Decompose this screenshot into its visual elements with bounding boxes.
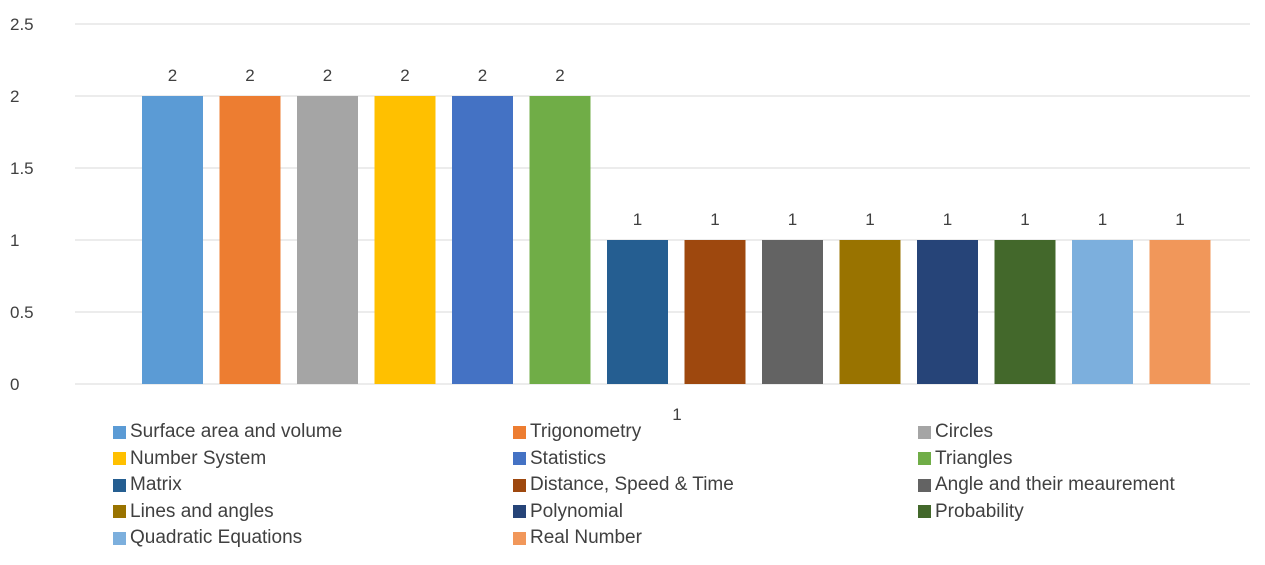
legend-item: Surface area and volume — [113, 420, 342, 444]
y-tick-label: 1.5 — [10, 159, 34, 178]
legend-item: Statistics — [513, 447, 606, 471]
legend-swatch — [513, 478, 526, 492]
legend-swatch — [513, 425, 526, 439]
bar — [994, 240, 1056, 384]
legend-swatch — [918, 452, 931, 465]
y-axis-ticks: 0 0.5 1 1.5 2 2.5 — [10, 15, 34, 394]
legend-swatch — [113, 505, 126, 518]
data-label: 2 — [478, 66, 487, 85]
data-label: 1 — [633, 210, 642, 229]
legend-label: Triangles — [935, 447, 1013, 469]
legend-label: Angle and their meaurement — [935, 474, 1175, 495]
legend-item: Polynomial — [513, 500, 623, 524]
legend-item: Number System — [113, 447, 266, 471]
legend-label: Number System — [130, 447, 267, 469]
legend-label: Probability — [935, 500, 1024, 522]
legend-label: Distance, Speed & Time — [530, 474, 734, 495]
y-tick-label: 0 — [10, 375, 19, 394]
data-label: 2 — [555, 66, 564, 85]
legend-swatch — [513, 505, 526, 518]
legend-item: Lines and angles — [113, 500, 274, 524]
legend-label: Polynomial — [530, 500, 623, 522]
legend-label: Matrix — [130, 474, 182, 495]
data-label: 1 — [1020, 210, 1029, 229]
bar — [684, 240, 746, 384]
data-label: 2 — [168, 66, 177, 85]
bar — [142, 96, 203, 384]
bar — [219, 96, 281, 384]
legend-label: Statistics — [530, 447, 607, 469]
data-label: 1 — [1175, 210, 1184, 229]
data-label: 2 — [245, 66, 254, 85]
y-tick-label: 2.5 — [10, 15, 34, 34]
legend-swatch — [513, 452, 526, 465]
bar — [839, 240, 901, 384]
bar — [1072, 240, 1133, 384]
legend-item: Circles — [918, 420, 993, 444]
bar — [374, 96, 436, 384]
bar — [762, 240, 823, 384]
bar — [917, 240, 978, 384]
bar — [452, 96, 513, 384]
bar — [607, 240, 668, 384]
data-label: 1 — [710, 210, 719, 229]
legend-item: Angle and their meaurement — [918, 473, 1175, 497]
bar — [1149, 240, 1211, 384]
legend-swatch — [513, 531, 526, 545]
legend-swatch — [918, 505, 931, 518]
data-labels: 2 2 2 2 2 2 1 1 1 1 1 1 1 1 — [168, 66, 1185, 229]
legend-label: Real Number — [530, 527, 642, 548]
legend-item: Quadratic Equations — [113, 526, 302, 550]
legend-swatch — [918, 478, 931, 492]
legend-swatch — [113, 478, 126, 492]
legend-swatch — [918, 425, 931, 439]
data-label: 2 — [400, 66, 409, 85]
legend-swatch — [113, 531, 126, 545]
legend-item: Distance, Speed & Time — [513, 473, 734, 497]
data-label: 1 — [788, 210, 797, 229]
legend-label: Lines and angles — [130, 500, 274, 522]
legend-item: Triangles — [918, 447, 1012, 471]
data-label: 1 — [865, 210, 874, 229]
legend-label: Trigonometry — [530, 421, 642, 442]
legend-item: Probability — [918, 500, 1024, 524]
legend-label: Circles — [935, 421, 994, 442]
data-label: 2 — [323, 66, 332, 85]
data-label: 1 — [943, 210, 952, 229]
bar — [297, 96, 358, 384]
bar — [529, 96, 591, 384]
legend-item: Trigonometry — [513, 420, 641, 444]
legend-item: Matrix — [113, 473, 182, 497]
legend-item: Real Number — [513, 526, 642, 550]
legend-label: Quadratic Equations — [130, 527, 303, 548]
data-label: 1 — [1098, 210, 1107, 229]
y-tick-label: 2 — [10, 87, 19, 106]
x-axis-category-label: 1 — [672, 405, 681, 424]
legend-swatch — [113, 452, 126, 465]
legend-label: Surface area and volume — [130, 421, 343, 442]
bars — [142, 96, 1211, 384]
legend-swatch — [113, 425, 126, 439]
y-tick-label: 0.5 — [10, 303, 34, 322]
y-tick-label: 1 — [10, 231, 19, 250]
